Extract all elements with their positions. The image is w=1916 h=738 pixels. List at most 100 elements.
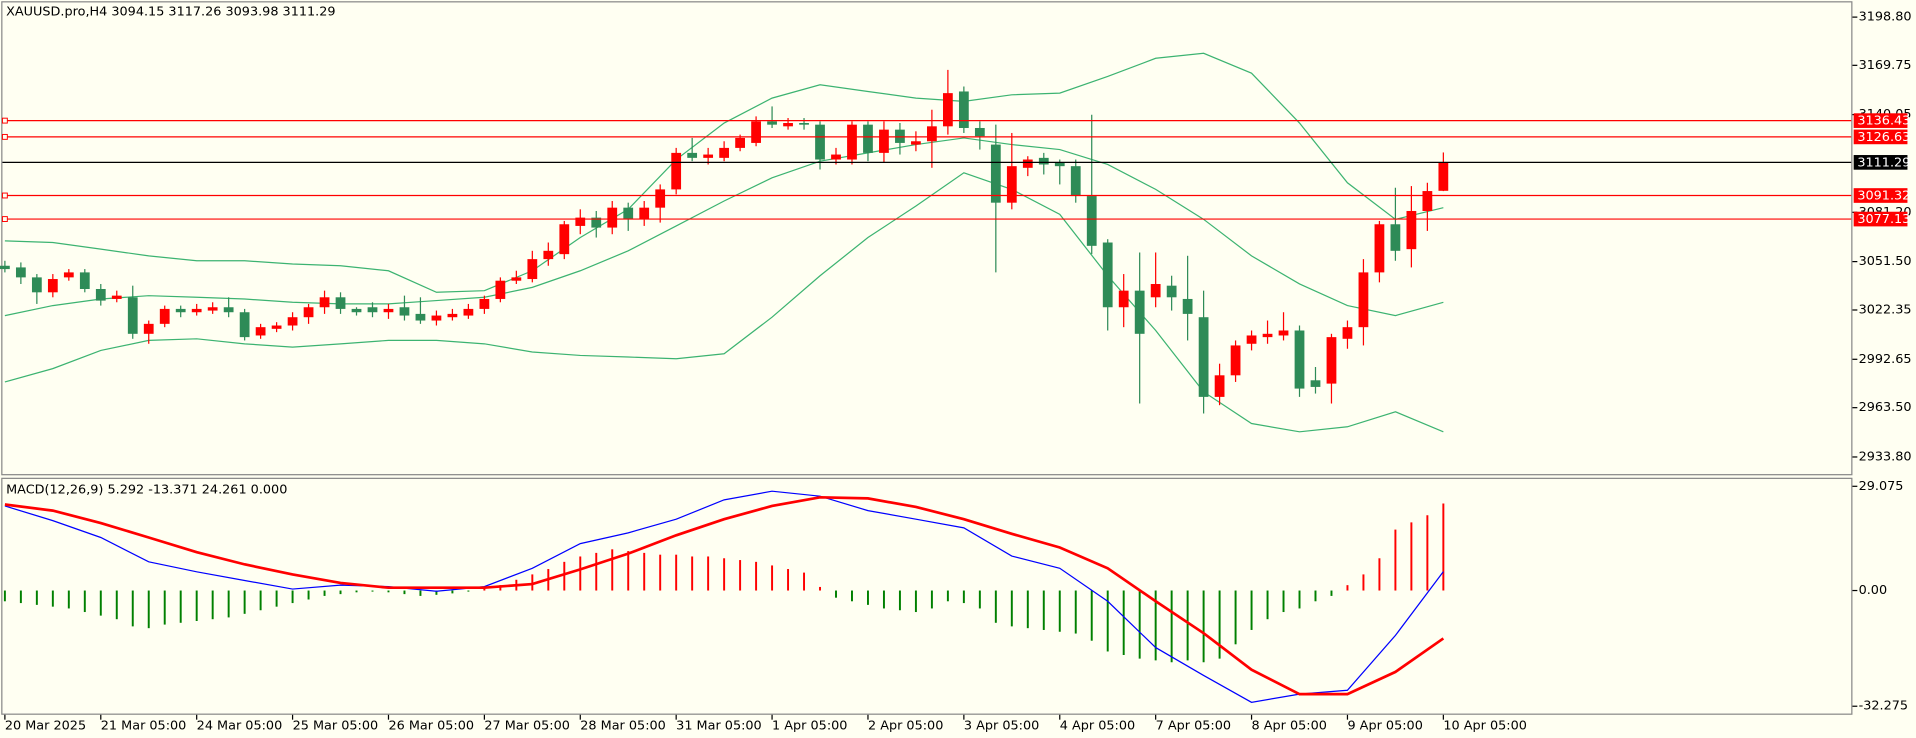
- x-tick-label: 4 Apr 05:00: [1060, 718, 1135, 733]
- candle-body: [559, 224, 570, 255]
- x-tick-label: 10 Apr 05:00: [1443, 718, 1527, 733]
- level-label: 3091.32: [1857, 189, 1910, 204]
- candle-body: [911, 141, 921, 145]
- y-tick-label: 3198.80: [1859, 10, 1912, 25]
- x-tick-label: 9 Apr 05:00: [1347, 718, 1422, 733]
- candle-body: [1230, 345, 1241, 376]
- candle-body: [1102, 242, 1113, 308]
- candle-body: [95, 288, 106, 301]
- level-label-box: [1853, 188, 1908, 203]
- bollinger-upper: [4, 52, 1444, 293]
- candle-body: [687, 152, 698, 158]
- y-tick-label: 2963.50: [1859, 400, 1912, 415]
- candle-body: [415, 313, 426, 321]
- candle-body: [863, 124, 873, 153]
- x-tick-label: 2 Apr 05:00: [868, 718, 943, 733]
- candle-body: [479, 298, 490, 309]
- candle-body: [1118, 290, 1129, 308]
- candle-body: [1406, 210, 1417, 250]
- candle-body: [847, 124, 857, 160]
- x-tick-label: 3 Apr 05:00: [964, 718, 1039, 733]
- candle-body: [1310, 380, 1321, 387]
- level-handle: [1, 216, 8, 222]
- x-tick-label: 28 Mar 05:00: [580, 718, 666, 733]
- candle-body: [1150, 284, 1161, 298]
- candle-body: [63, 272, 74, 278]
- candle-body: [799, 123, 809, 125]
- candle-body: [1038, 157, 1049, 165]
- candle-body: [990, 144, 1001, 203]
- candle-body: [1422, 191, 1433, 211]
- candle-body: [255, 327, 266, 336]
- candle-body: [335, 297, 346, 309]
- candle-body: [1054, 162, 1065, 167]
- candle-body: [1214, 375, 1225, 397]
- candle-body: [495, 280, 506, 299]
- level-label: 3136.43: [1857, 114, 1910, 129]
- level-label: 3077.13: [1857, 212, 1910, 227]
- level-label: 3126.63: [1857, 130, 1910, 145]
- candle-body: [927, 126, 937, 142]
- candle-body: [175, 308, 186, 313]
- x-tick-label: 25 Mar 05:00: [293, 718, 379, 733]
- macd-panel: [1, 477, 1853, 715]
- candle-body: [159, 308, 170, 324]
- candle-body: [623, 207, 634, 220]
- candle-body: [543, 250, 554, 260]
- candle-body: [575, 217, 586, 226]
- x-tick-label: 21 Mar 05:00: [101, 718, 187, 733]
- candle-body: [671, 152, 682, 190]
- candle-body: [1134, 290, 1145, 334]
- level-handle: [1, 192, 8, 199]
- y-tick-label: -32.275: [1859, 699, 1908, 714]
- candle-body: [511, 277, 522, 281]
- candle-body: [1182, 298, 1193, 314]
- candle-body: [1022, 159, 1033, 168]
- y-tick-label: 0.00: [1859, 583, 1888, 598]
- y-tick-label: 2992.65: [1859, 352, 1912, 367]
- candle-body: [527, 259, 538, 280]
- candle-body: [607, 207, 618, 228]
- candle-body: [15, 267, 26, 278]
- candle-body: [31, 277, 42, 293]
- y-tick-label: 3022.35: [1859, 302, 1912, 317]
- x-tick-label: 24 Mar 05:00: [197, 718, 283, 733]
- candle-body: [1326, 337, 1337, 384]
- candle-body: [879, 129, 889, 153]
- candle-body: [191, 308, 202, 313]
- candle-body: [0, 265, 10, 270]
- macd-signal-line: [4, 495, 1445, 696]
- candle-body: [655, 189, 666, 208]
- candle-body: [1086, 196, 1097, 246]
- candle-body: [1198, 317, 1209, 397]
- candle-body: [591, 217, 602, 228]
- candle-body: [399, 307, 410, 316]
- level-handle: [1, 133, 8, 140]
- candle-body: [223, 307, 234, 313]
- candle-body: [703, 154, 714, 158]
- candle-body: [1438, 162, 1449, 191]
- candle-body: [143, 323, 154, 334]
- candle-body: [735, 137, 745, 148]
- candle-body: [271, 325, 282, 329]
- candle-body: [958, 91, 969, 128]
- level-label-box: [1853, 155, 1908, 170]
- y-tick-label: 3169.75: [1859, 58, 1912, 73]
- candle-body: [431, 315, 442, 321]
- macd-title: MACD(12,26,9) 5.292 -13.371 24.261 0.000: [6, 482, 287, 497]
- candle-body: [1358, 272, 1369, 328]
- level-handle: [1, 117, 8, 124]
- candle-body: [1070, 166, 1081, 197]
- x-tick-label: 27 Mar 05:00: [484, 718, 570, 733]
- candle-body: [447, 313, 458, 318]
- candle-body: [751, 121, 761, 143]
- candle-body: [303, 307, 314, 318]
- candle-body: [895, 129, 905, 143]
- candle-body: [767, 121, 777, 125]
- y-tick-label: 29.075: [1859, 479, 1904, 494]
- level-label: 3111.29: [1857, 155, 1910, 170]
- y-tick-label: 3051.50: [1859, 254, 1912, 269]
- candle-body: [1166, 285, 1177, 298]
